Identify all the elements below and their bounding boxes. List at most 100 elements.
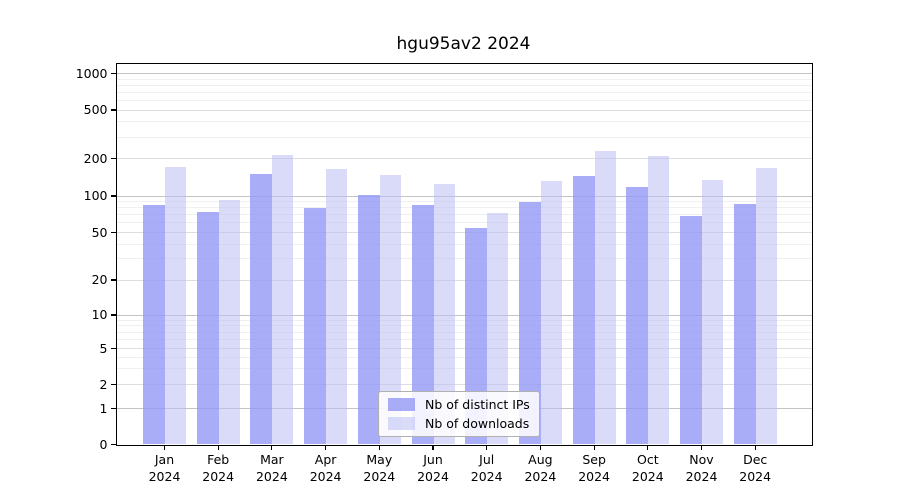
y-tick-label: 100 — [83, 188, 108, 203]
x-tick-mark — [700, 444, 703, 450]
legend-swatch-downloads — [388, 417, 415, 430]
x-tick-mark — [754, 444, 756, 450]
bar-downloads-feb — [218, 200, 240, 445]
y-tick-mark — [110, 279, 116, 281]
minor-gridline — [115, 258, 812, 260]
y-tick-mark — [110, 443, 116, 446]
x-tick-year: 2024 — [739, 468, 772, 484]
tick-gridline — [115, 232, 812, 233]
x-tick-month: Feb — [207, 452, 230, 467]
tick-gridline — [115, 348, 812, 349]
x-tick-month: Oct — [636, 452, 659, 467]
x-tick-month: Jun — [423, 452, 443, 467]
x-tick-mark — [432, 444, 434, 450]
bar-distinct-ips-nov — [680, 216, 702, 445]
minor-gridline — [115, 84, 812, 86]
y-tick-label: 1000 — [75, 65, 108, 81]
x-tick-label-oct: Oct 2024 — [620, 452, 676, 485]
bar-downloads-mar — [272, 155, 294, 445]
x-tick-label-dec: Dec 2024 — [727, 452, 783, 485]
minor-gridline — [115, 201, 812, 203]
x-tick-month: Aug — [528, 452, 553, 467]
y-tick-mark — [110, 195, 116, 197]
x-tick-mark — [539, 444, 541, 450]
bar-downloads-dec — [755, 167, 777, 445]
x-tick-month: Nov — [689, 452, 714, 467]
tick-gridline — [115, 279, 812, 281]
y-tick-label: 0 — [99, 436, 108, 452]
bar-distinct-ips-dec — [733, 203, 756, 445]
x-tick-year: 2024 — [148, 468, 181, 484]
bar-downloads-nov — [702, 180, 723, 445]
x-tick-label-jan: Jan 2024 — [137, 452, 193, 485]
minor-gridline — [115, 207, 812, 209]
bar-downloads-jun — [433, 184, 455, 445]
x-tick-label-nov: Nov 2024 — [674, 452, 730, 485]
x-tick-label-aug: Aug 2024 — [512, 452, 568, 485]
x-tick-month: May — [366, 452, 393, 467]
bar-distinct-ips-jul — [465, 228, 488, 445]
bar-distinct-ips-mar — [250, 174, 273, 445]
x-tick-year: 2024 — [202, 468, 235, 484]
x-tick-mark — [217, 444, 219, 450]
x-tick-year: 2024 — [524, 468, 557, 484]
bar-distinct-ips-sep — [572, 175, 595, 445]
x-tick-month: Sep — [582, 452, 606, 467]
x-tick-year: 2024 — [417, 468, 449, 484]
y-tick-label: 200 — [83, 150, 108, 166]
legend-entry-distinct-ips: Nb of distinct IPs — [388, 397, 530, 412]
x-tick-year: 2024 — [255, 468, 288, 484]
bar-distinct-ips-apr — [304, 207, 327, 445]
legend-label-distinct-ips: Nb of distinct IPs — [425, 397, 530, 412]
legend-swatch-distinct-ips — [388, 398, 415, 411]
bar-downloads-jan — [165, 167, 186, 445]
x-tick-month: Mar — [260, 452, 284, 467]
minor-gridline — [115, 331, 812, 333]
x-tick-year: 2024 — [631, 468, 664, 484]
x-tick-label-apr: Apr 2024 — [298, 452, 354, 485]
x-tick-mark — [378, 444, 380, 450]
bar-downloads-jul — [487, 213, 509, 445]
x-tick-year: 2024 — [578, 468, 610, 484]
y-tick-label: 5 — [99, 340, 108, 356]
bar-downloads-sep — [594, 151, 616, 445]
major-gridline — [115, 314, 812, 316]
bar-downloads-apr — [326, 168, 348, 445]
x-tick-label-jun: Jun 2024 — [405, 452, 461, 485]
minor-gridline — [115, 325, 812, 327]
bar-downloads-oct — [648, 155, 670, 445]
y-tick-label: 10 — [91, 307, 108, 322]
bar-downloads-may — [379, 174, 401, 445]
bar-distinct-ips-jun — [411, 205, 434, 445]
x-tick-mark — [163, 444, 166, 450]
y-tick-label: 20 — [91, 272, 108, 287]
x-tick-label-may: May 2024 — [351, 452, 407, 485]
major-gridline — [115, 73, 812, 74]
x-tick-mark — [593, 444, 595, 450]
bar-distinct-ips-oct — [626, 186, 649, 445]
x-tick-month: Dec — [743, 452, 768, 467]
minor-gridline — [115, 136, 812, 138]
minor-gridline — [115, 356, 812, 358]
y-tick-label: 500 — [83, 102, 108, 117]
y-tick-mark — [110, 72, 116, 75]
x-tick-year: 2024 — [685, 468, 718, 484]
bar-distinct-ips-aug — [518, 201, 541, 445]
y-tick-mark — [110, 407, 116, 410]
x-tick-year: 2024 — [363, 468, 396, 484]
x-tick-label-feb: Feb 2024 — [190, 452, 246, 485]
minor-gridline — [115, 78, 812, 80]
minor-gridline — [115, 368, 812, 370]
bar-downloads-aug — [540, 180, 562, 445]
minor-gridline — [115, 91, 812, 93]
x-tick-label-sep: Sep 2024 — [566, 452, 622, 485]
tick-gridline — [115, 158, 812, 159]
bar-distinct-ips-feb — [196, 211, 219, 445]
x-tick-label-jul: Jul 2024 — [459, 452, 515, 485]
tick-gridline — [115, 109, 812, 111]
legend-label-downloads: Nb of downloads — [425, 416, 530, 431]
minor-gridline — [115, 222, 812, 224]
y-tick-mark — [110, 109, 116, 111]
x-tick-month: Apr — [314, 452, 337, 467]
